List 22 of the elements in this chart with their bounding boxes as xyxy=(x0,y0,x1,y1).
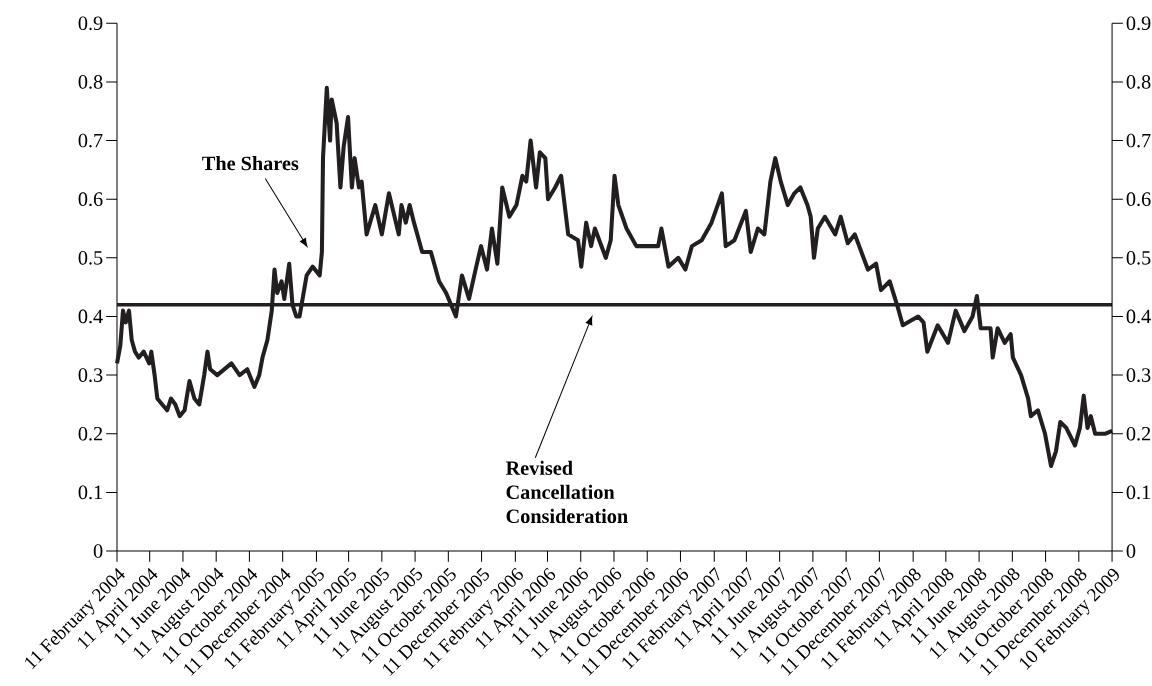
y2-tick-label: 0.2 xyxy=(1126,426,1151,441)
y-tick-label: 0.3 xyxy=(78,368,103,382)
ref-line-label: Revised Cancellation Consideration xyxy=(505,460,628,524)
y2-tick-label: 0.5 xyxy=(1126,250,1151,265)
y-tick-label: 0.5 xyxy=(78,250,103,265)
y2-tick-label: 0.7 xyxy=(1126,133,1151,148)
y-tick-label: 0.6 xyxy=(78,192,103,207)
y-tick-label: 0.4 xyxy=(78,309,103,324)
y2-tick-label: 0.9 xyxy=(1126,16,1151,31)
y2-tick-label: 0.4 xyxy=(1126,309,1151,324)
y-tick-label: 0.7 xyxy=(78,133,103,148)
y2-tick-label: 0.8 xyxy=(1126,75,1151,89)
y2-tick-label: 0.6 xyxy=(1126,192,1151,207)
y-tick-label: 0.2 xyxy=(78,426,103,441)
y2-tick-label: 0.1 xyxy=(1126,485,1150,500)
y-tick-label: 0.1 xyxy=(78,485,102,500)
annotation: The Shares xyxy=(202,156,299,171)
y-tick-label: 0.9 xyxy=(78,16,103,31)
y2-tick-label: 0 xyxy=(1126,544,1136,558)
y-tick-label: 0 xyxy=(93,544,103,558)
y-tick-label: 0.8 xyxy=(78,75,103,89)
y2-tick-label: 0.3 xyxy=(1126,368,1151,382)
